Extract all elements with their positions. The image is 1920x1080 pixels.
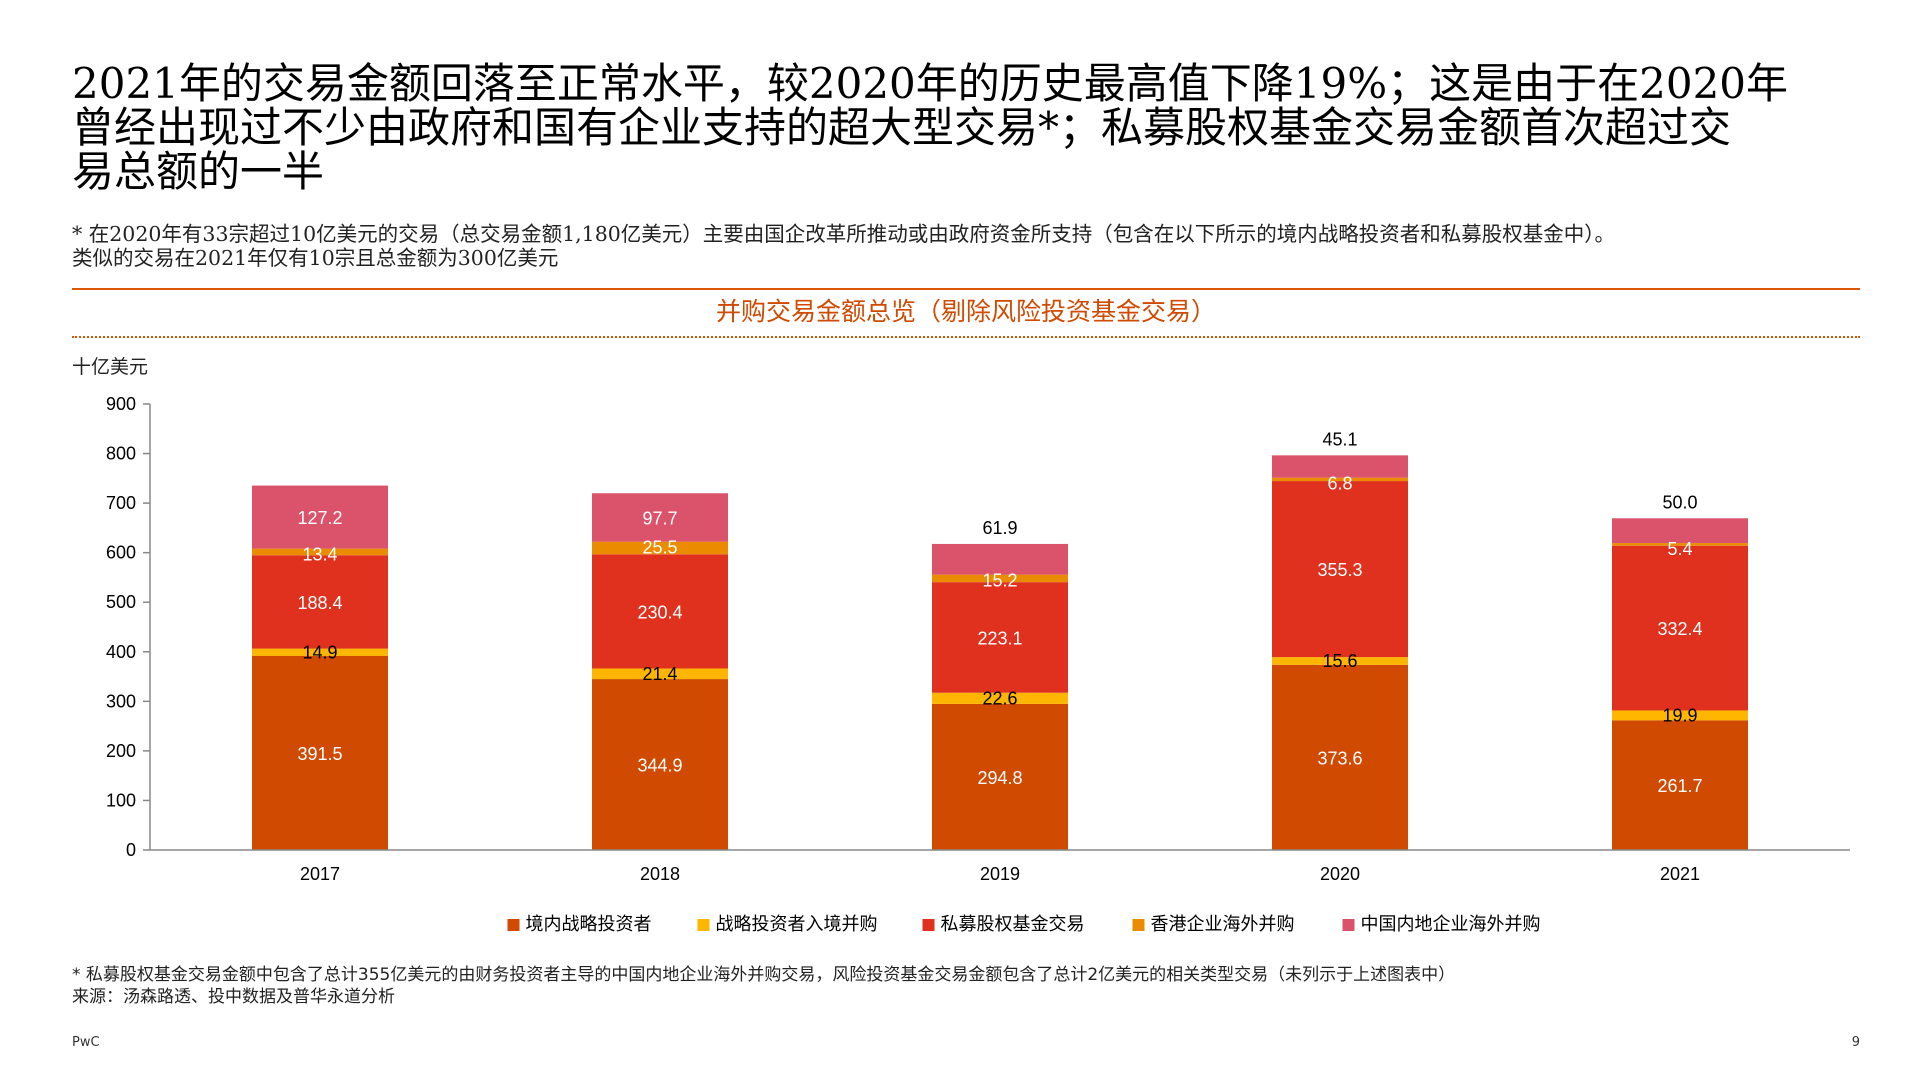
bar-data-label: 355.3 xyxy=(1317,560,1362,580)
x-category-label: 2020 xyxy=(1320,864,1360,884)
legend-label: 香港企业海外并购 xyxy=(1151,914,1295,935)
divider-dotted xyxy=(72,336,1860,338)
bar-segment xyxy=(1612,518,1748,544)
x-category-label: 2019 xyxy=(980,864,1020,884)
legend-label: 中国内地企业海外并购 xyxy=(1361,914,1541,935)
bar-segment xyxy=(592,493,728,542)
bar-segment xyxy=(252,655,388,850)
bar-data-label: 97.7 xyxy=(642,508,677,528)
bar-data-label: 5.4 xyxy=(1667,539,1692,559)
y-tick-label: 600 xyxy=(106,543,136,563)
bar-data-label: 261.7 xyxy=(1657,776,1702,796)
bar-segment xyxy=(592,679,728,850)
bar-segment xyxy=(1272,477,1408,482)
bar-data-label: 19.9 xyxy=(1662,705,1697,725)
bar-segment xyxy=(932,692,1068,704)
bar-data-label: 391.5 xyxy=(297,744,342,764)
headline-line-2: 曾经出现过不少由政府和国有企业支持的超大型交易*；私募股权基金交易金额首次超过交 xyxy=(72,103,1732,152)
bar-segment xyxy=(1272,664,1408,850)
bar-data-label: 45.1 xyxy=(1322,429,1357,449)
divider-solid xyxy=(72,288,1860,290)
headline-line-1: 2021年的交易金额回落至正常水平，较2020年的历史最高值下降19%；这是由于… xyxy=(72,59,1789,108)
legend-swatch xyxy=(1342,919,1355,931)
y-tick-label: 0 xyxy=(126,840,136,860)
bar-data-label: 294.8 xyxy=(977,768,1022,788)
bar-data-label: 25.5 xyxy=(642,538,677,558)
bar-data-label: 15.6 xyxy=(1322,651,1357,671)
y-tick-label: 200 xyxy=(106,741,136,761)
x-category-label: 2021 xyxy=(1660,864,1700,884)
stacked-bar-chart: 0 100 200 300 400 500 600 700 800 900 391.5 14.9 188… xyxy=(106,394,1850,935)
bar-segment xyxy=(592,668,728,680)
legend-swatch xyxy=(507,919,520,931)
footnote: * 私募股权基金交易金额中包含了总计355亿美元的由财务投资者主导的中国内地企业… xyxy=(72,964,1862,1008)
y-tick-label: 400 xyxy=(106,642,136,662)
legend-swatch xyxy=(922,919,935,931)
bar-data-label: 373.6 xyxy=(1317,748,1362,768)
page-number: 9 xyxy=(1851,1035,1860,1050)
bar-segment xyxy=(1612,720,1748,850)
y-tick-label: 700 xyxy=(106,493,136,513)
legend-swatch xyxy=(1132,919,1145,931)
bar-data-label: 13.4 xyxy=(302,545,337,565)
bar-segment xyxy=(252,648,388,656)
bar-segment xyxy=(932,582,1068,693)
chart-title: 并购交易金额总览（剔除风险投资基金交易） xyxy=(715,297,1216,326)
bar-segment xyxy=(252,555,388,649)
legend-label: 私募股权基金交易 xyxy=(941,914,1085,935)
bar-segment xyxy=(1272,657,1408,665)
bar-data-label: 61.9 xyxy=(982,518,1017,538)
x-category-label: 2017 xyxy=(300,864,340,884)
bar-segment xyxy=(252,485,388,549)
bar-data-label: 344.9 xyxy=(637,756,682,776)
bar-segment xyxy=(592,554,728,669)
bar-data-label: 332.4 xyxy=(1657,619,1702,639)
bar-segment xyxy=(932,703,1068,850)
bar-segment xyxy=(592,541,728,555)
bar-data-label: 21.4 xyxy=(642,664,677,684)
y-tick-label: 300 xyxy=(106,691,136,711)
bar-data-label: 127.2 xyxy=(297,508,342,528)
legend-swatch xyxy=(697,919,710,931)
bar-segment xyxy=(1612,543,1748,546)
bar-data-label: 50.0 xyxy=(1662,492,1697,512)
y-tick-label: 900 xyxy=(106,394,136,414)
y-axis-unit-label: 十亿美元 xyxy=(72,356,149,378)
y-tick-label: 800 xyxy=(106,444,136,464)
bar-data-label: 230.4 xyxy=(637,602,682,622)
bar-data-label: 22.6 xyxy=(982,688,1017,708)
bar-segment xyxy=(1272,481,1408,658)
brand-text: PwC xyxy=(72,1035,100,1050)
bar-segment xyxy=(1612,545,1748,711)
top-note-line-1: * 在2020年有33宗超过10亿美元的交易（总交易金额1,180亿美元）主要由… xyxy=(72,222,1616,246)
legend-label: 境内战略投资者 xyxy=(526,914,652,935)
y-tick-label: 100 xyxy=(106,790,136,810)
bar-segment xyxy=(932,574,1068,583)
bar-data-label: 15.2 xyxy=(982,571,1017,591)
top-note: * 在2020年有33宗超过10亿美元的交易（总交易金额1,180亿美元）主要由… xyxy=(72,222,1872,270)
y-tick-label: 500 xyxy=(106,592,136,612)
bar-data-label: 188.4 xyxy=(297,593,342,613)
bar-data-label: 223.1 xyxy=(977,628,1022,648)
footnote-line-2: 来源：汤森路透、投中数据及普华永道分析 xyxy=(72,987,395,1007)
bar-data-label: 6.8 xyxy=(1327,474,1352,494)
footnote-line-1: * 私募股权基金交易金额中包含了总计355亿美元的由财务投资者主导的中国内地企业… xyxy=(72,965,1456,985)
bar-data-label: 14.9 xyxy=(302,642,337,662)
legend-label: 战略投资者入境并购 xyxy=(716,914,878,935)
bar-segment xyxy=(1272,455,1408,478)
x-category-label: 2018 xyxy=(640,864,680,884)
top-note-line-2: 类似的交易在2021年仅有10宗且总金额为300亿美元 xyxy=(72,246,559,270)
bar-segment xyxy=(932,543,1068,575)
headline: 2021年的交易金额回落至正常水平，较2020年的历史最高值下降19%；这是由于… xyxy=(72,62,1862,194)
headline-line-3: 易总额的一半 xyxy=(72,147,325,196)
bar-segment xyxy=(252,548,388,556)
bar-segment xyxy=(1612,710,1748,721)
